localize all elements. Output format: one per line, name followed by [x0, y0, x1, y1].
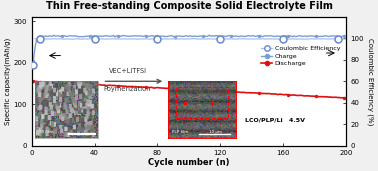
Point [341, 35, 347, 38]
Point [30, 59, 36, 62]
Point [115, 85, 121, 87]
Point [143, 86, 149, 89]
Point [285, 35, 291, 38]
Text: VEC+LiTFSI: VEC+LiTFSI [108, 68, 147, 74]
Point [30, 80, 36, 83]
Text: Poymerization: Poymerization [104, 86, 151, 92]
Point [172, 35, 178, 38]
Point [256, 92, 262, 95]
Point [313, 35, 319, 37]
Point [256, 34, 262, 37]
Point [172, 88, 178, 90]
Point [228, 35, 234, 37]
Legend: Coulombic Efficiency, Charge, Discharge: Coulombic Efficiency, Charge, Discharge [259, 43, 342, 69]
Point [59, 81, 65, 84]
Text: LCO/PLP/Li   4.5V: LCO/PLP/Li 4.5V [245, 117, 305, 122]
Point [341, 96, 347, 99]
Y-axis label: Specific capacity(mAh/g): Specific capacity(mAh/g) [4, 38, 11, 125]
Point [228, 90, 234, 93]
Point [59, 34, 65, 37]
Point [200, 35, 206, 37]
Point [313, 95, 319, 98]
X-axis label: Cycle number (n): Cycle number (n) [148, 158, 229, 167]
Y-axis label: Coulombic Efficiency (%): Coulombic Efficiency (%) [367, 38, 374, 125]
Point [115, 35, 121, 37]
Point [200, 89, 206, 91]
Point [143, 35, 149, 38]
Point [285, 93, 291, 96]
Point [87, 83, 93, 86]
Text: Thin Free-standing Composite Solid Electrolyte Film: Thin Free-standing Composite Solid Elect… [46, 1, 332, 11]
Point [87, 35, 93, 37]
